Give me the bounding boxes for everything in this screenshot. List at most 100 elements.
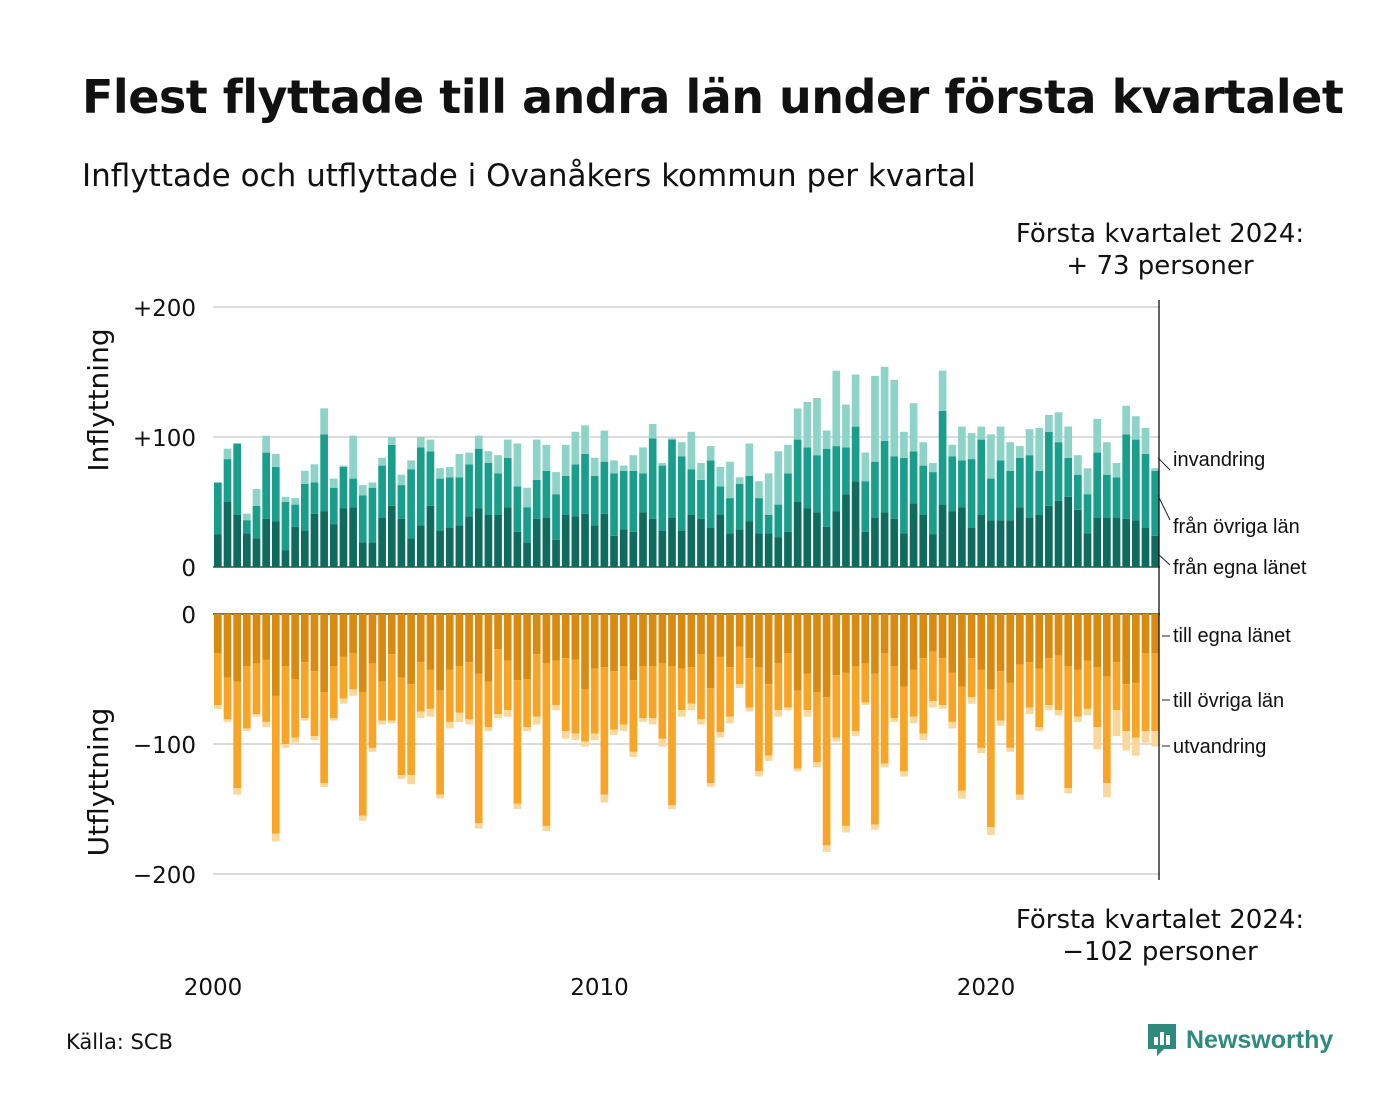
- bar-in-own: [590, 525, 599, 567]
- bar-in-own: [1064, 496, 1073, 567]
- bar-in-other: [919, 465, 928, 515]
- bar-out-emig: [677, 710, 686, 717]
- bar-out-emig: [542, 825, 551, 832]
- bar-in-own: [436, 530, 444, 567]
- bar-out-other: [358, 692, 367, 816]
- bar-out-own: [416, 614, 425, 663]
- bar-in-immig: [426, 439, 435, 452]
- bar-out-own: [832, 614, 841, 676]
- bar-in-own: [1006, 520, 1015, 567]
- bar-in-immig: [1141, 427, 1150, 454]
- bar-in-other: [706, 460, 715, 528]
- bar-out-other: [561, 658, 570, 731]
- bar-out-own: [1064, 614, 1073, 666]
- bar-in-own: [368, 542, 377, 567]
- bar-in-other: [561, 476, 570, 515]
- bar-out-emig: [822, 845, 831, 852]
- bar-out-other: [542, 663, 551, 826]
- bar-out-own: [658, 614, 667, 664]
- bar-out-own: [890, 614, 899, 666]
- bar-in-immig: [735, 477, 744, 484]
- bar-in-other: [349, 478, 357, 508]
- bar-out-emig: [561, 731, 570, 739]
- bar-out-own: [387, 614, 396, 655]
- bar-out-emig: [271, 833, 280, 842]
- bar-out-emig: [639, 718, 647, 722]
- bar-out-own: [764, 614, 773, 685]
- bar-in-immig: [967, 433, 976, 460]
- bar-in-immig: [977, 426, 986, 440]
- bar-out-emig: [320, 783, 328, 787]
- bar-out-other: [1016, 664, 1024, 795]
- bar-out-own: [793, 614, 802, 691]
- bar-in-other: [726, 498, 734, 534]
- bar-in-other: [938, 411, 947, 505]
- bar-out-own: [465, 614, 473, 663]
- bar-out-emig: [619, 724, 628, 731]
- bar-out-other: [1074, 669, 1082, 717]
- legend-label-top: invandring: [1173, 449, 1265, 471]
- bar-out-emig: [909, 716, 918, 724]
- bar-in-other: [755, 498, 763, 534]
- bar-in-immig: [397, 474, 406, 486]
- bar-in-other: [987, 478, 995, 521]
- bar-in-immig: [716, 466, 725, 487]
- bar-out-own: [571, 614, 580, 660]
- bar-out-own: [523, 614, 531, 679]
- bar-in-immig: [755, 481, 763, 499]
- bar-in-other: [784, 473, 792, 532]
- bar-in-other: [1016, 457, 1024, 508]
- bar-out-other: [639, 666, 647, 718]
- bar-in-other: [716, 486, 725, 515]
- bar-in-immig: [600, 430, 609, 462]
- bar-out-emig: [1083, 708, 1092, 716]
- bar-in-own: [252, 538, 261, 567]
- bar-out-own: [300, 614, 309, 663]
- bar-out-emig: [1064, 788, 1073, 794]
- bar-out-own: [233, 614, 241, 682]
- bar-in-own: [223, 502, 232, 567]
- legend-leader-top: [1157, 553, 1171, 566]
- bar-in-own: [851, 481, 860, 567]
- bar-in-immig: [1074, 455, 1082, 475]
- bar-out-own: [339, 614, 348, 657]
- axes: +200 +100 0 0 −100 −200 Inflyttning Utflyttning…: [82, 296, 1160, 1001]
- bar-in-own: [1045, 505, 1053, 567]
- bar-in-other: [948, 456, 957, 512]
- bar-in-immig: [455, 453, 464, 478]
- bar-in-immig: [407, 460, 415, 470]
- bar-out-other: [242, 666, 251, 729]
- bar-in-immig: [571, 431, 580, 465]
- bar-out-other: [967, 658, 976, 698]
- bar-in-other: [474, 448, 483, 509]
- bar-out-other: [397, 677, 406, 776]
- bar-in-own: [1083, 533, 1092, 567]
- bar-in-own: [455, 525, 464, 567]
- bar-out-other: [1035, 668, 1044, 728]
- bar-out-emig: [697, 719, 705, 725]
- bar-in-own: [1103, 517, 1111, 567]
- bar-in-immig: [938, 370, 947, 411]
- bar-out-own: [900, 614, 908, 687]
- bar-out-own: [1045, 614, 1053, 659]
- bar-in-own: [581, 513, 589, 567]
- bar-in-immig: [387, 437, 396, 445]
- bar-out-other: [706, 688, 715, 783]
- bar-out-other: [803, 673, 812, 711]
- bar-out-own: [706, 614, 715, 689]
- bar-out-own: [223, 614, 232, 678]
- bar-out-own: [745, 614, 754, 659]
- bar-out-other: [658, 663, 667, 739]
- bar-out-emig: [494, 714, 502, 718]
- bar-in-own: [842, 494, 850, 567]
- bar-out-emig: [803, 710, 812, 717]
- bar-in-other: [368, 487, 377, 543]
- bar-out-own: [484, 614, 493, 682]
- bar-out-emig: [358, 815, 367, 821]
- bar-out-own: [1093, 614, 1102, 668]
- bar-out-emig: [610, 729, 618, 735]
- bar-out-other: [1083, 660, 1092, 709]
- bar-in-immig: [745, 443, 754, 476]
- bar-out-emig: [349, 689, 357, 696]
- bar-in-own: [542, 517, 551, 567]
